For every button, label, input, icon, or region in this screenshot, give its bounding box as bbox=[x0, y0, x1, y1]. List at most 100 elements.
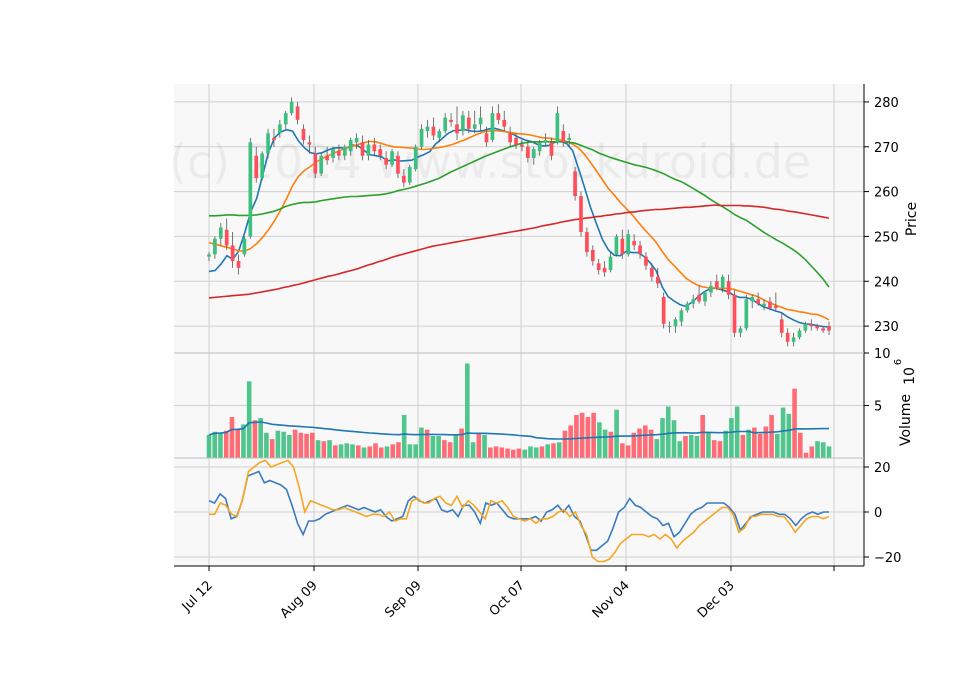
candle-body bbox=[608, 256, 613, 271]
candle-body bbox=[325, 155, 329, 161]
candle-body bbox=[407, 166, 412, 183]
candle-body bbox=[797, 330, 802, 338]
volume-bar bbox=[786, 413, 792, 458]
candle-body bbox=[449, 119, 453, 123]
candle-body bbox=[331, 149, 335, 158]
candle-body bbox=[396, 155, 400, 174]
volume-bar bbox=[488, 447, 493, 458]
volume-bar bbox=[419, 427, 424, 458]
volume-bar bbox=[798, 432, 803, 458]
volume-bar bbox=[769, 414, 774, 458]
candle-body bbox=[774, 305, 778, 309]
volume-bar bbox=[637, 428, 642, 458]
volume-bar bbox=[665, 406, 671, 458]
plot-background bbox=[174, 84, 864, 566]
candle-body bbox=[461, 115, 465, 132]
volume-bar bbox=[321, 441, 327, 458]
volume-bar bbox=[826, 446, 832, 458]
candle-body bbox=[366, 144, 371, 156]
candle-body bbox=[413, 146, 418, 170]
candle-body bbox=[531, 149, 536, 158]
candle-body bbox=[549, 142, 554, 156]
volume-bar bbox=[700, 414, 705, 458]
candle-body bbox=[732, 294, 737, 333]
price-tick-label: 280 bbox=[874, 96, 899, 111]
volume-bar bbox=[235, 428, 240, 458]
volume-bar bbox=[355, 445, 361, 458]
volume-bar bbox=[608, 431, 614, 458]
candle-body bbox=[567, 137, 572, 141]
volume-bar bbox=[315, 440, 321, 458]
candle-body bbox=[307, 142, 312, 145]
volume-bar bbox=[459, 428, 464, 458]
volume-bar bbox=[746, 429, 751, 458]
volume-bar bbox=[298, 432, 304, 458]
oscillator-tick-label: 20 bbox=[874, 461, 891, 476]
volume-bar bbox=[780, 407, 786, 458]
volume-bar bbox=[556, 442, 562, 458]
volume-bar bbox=[407, 444, 413, 458]
candle-body bbox=[768, 301, 772, 309]
volume-bar bbox=[275, 430, 281, 458]
candles bbox=[207, 97, 831, 347]
volume-bar bbox=[373, 443, 378, 458]
volume-bar bbox=[568, 425, 573, 458]
candle-body bbox=[750, 296, 755, 302]
candle-body bbox=[514, 137, 518, 145]
candle-body bbox=[260, 153, 264, 179]
candle-body bbox=[827, 326, 831, 331]
volume-scale-exponent: 6 bbox=[893, 359, 904, 365]
volume-bar bbox=[269, 439, 275, 458]
volume-bar bbox=[792, 388, 797, 458]
volume-bar bbox=[465, 363, 470, 458]
candle-body bbox=[673, 319, 678, 327]
candle-body bbox=[455, 124, 459, 134]
candle-body bbox=[744, 299, 749, 329]
volume-bar bbox=[212, 431, 218, 458]
volume-average-line bbox=[208, 421, 829, 440]
volume-bar bbox=[597, 422, 602, 458]
volume-bar bbox=[562, 430, 568, 458]
candle-body bbox=[372, 144, 377, 152]
volume-bar bbox=[258, 418, 263, 458]
candle-body bbox=[661, 296, 666, 324]
volume-tick-label: 5 bbox=[874, 400, 882, 415]
price-axis-label: Price bbox=[904, 202, 920, 236]
volume-bar bbox=[614, 409, 619, 458]
volume-bar bbox=[476, 432, 482, 458]
volume-bar bbox=[510, 449, 516, 458]
candle-body bbox=[785, 332, 790, 342]
volume-bar bbox=[711, 440, 717, 458]
candle-body bbox=[242, 238, 247, 255]
candle-body bbox=[496, 113, 501, 120]
volume-bar bbox=[367, 446, 373, 458]
volume-bar bbox=[775, 433, 780, 458]
candle-body bbox=[756, 299, 760, 304]
volume-bar bbox=[683, 435, 688, 458]
volume-bar bbox=[522, 449, 528, 458]
volume-bar bbox=[671, 420, 677, 458]
candle-body bbox=[207, 254, 211, 257]
candle-body bbox=[224, 229, 229, 246]
candle-body bbox=[697, 294, 701, 302]
volume-bar bbox=[223, 430, 229, 458]
x-tick-label: Dec 03 bbox=[695, 578, 738, 621]
candle-body bbox=[342, 146, 347, 156]
volume-bar bbox=[241, 424, 246, 458]
volume-bar bbox=[218, 432, 223, 458]
candle-body bbox=[431, 126, 436, 136]
volume-bar bbox=[803, 452, 809, 458]
volume-axis-label: Volume bbox=[898, 394, 914, 446]
oscillator-lines bbox=[208, 459, 830, 563]
volume-bar bbox=[809, 446, 815, 458]
volume-bar bbox=[602, 429, 608, 458]
candle-body bbox=[543, 140, 548, 143]
candle-body bbox=[478, 117, 483, 125]
candle-body bbox=[614, 236, 619, 255]
volume-bar bbox=[815, 441, 820, 458]
volume-bar bbox=[740, 434, 746, 458]
candle-body bbox=[272, 137, 276, 141]
price-tick-label: 250 bbox=[874, 230, 899, 245]
volume-bar bbox=[579, 412, 585, 458]
